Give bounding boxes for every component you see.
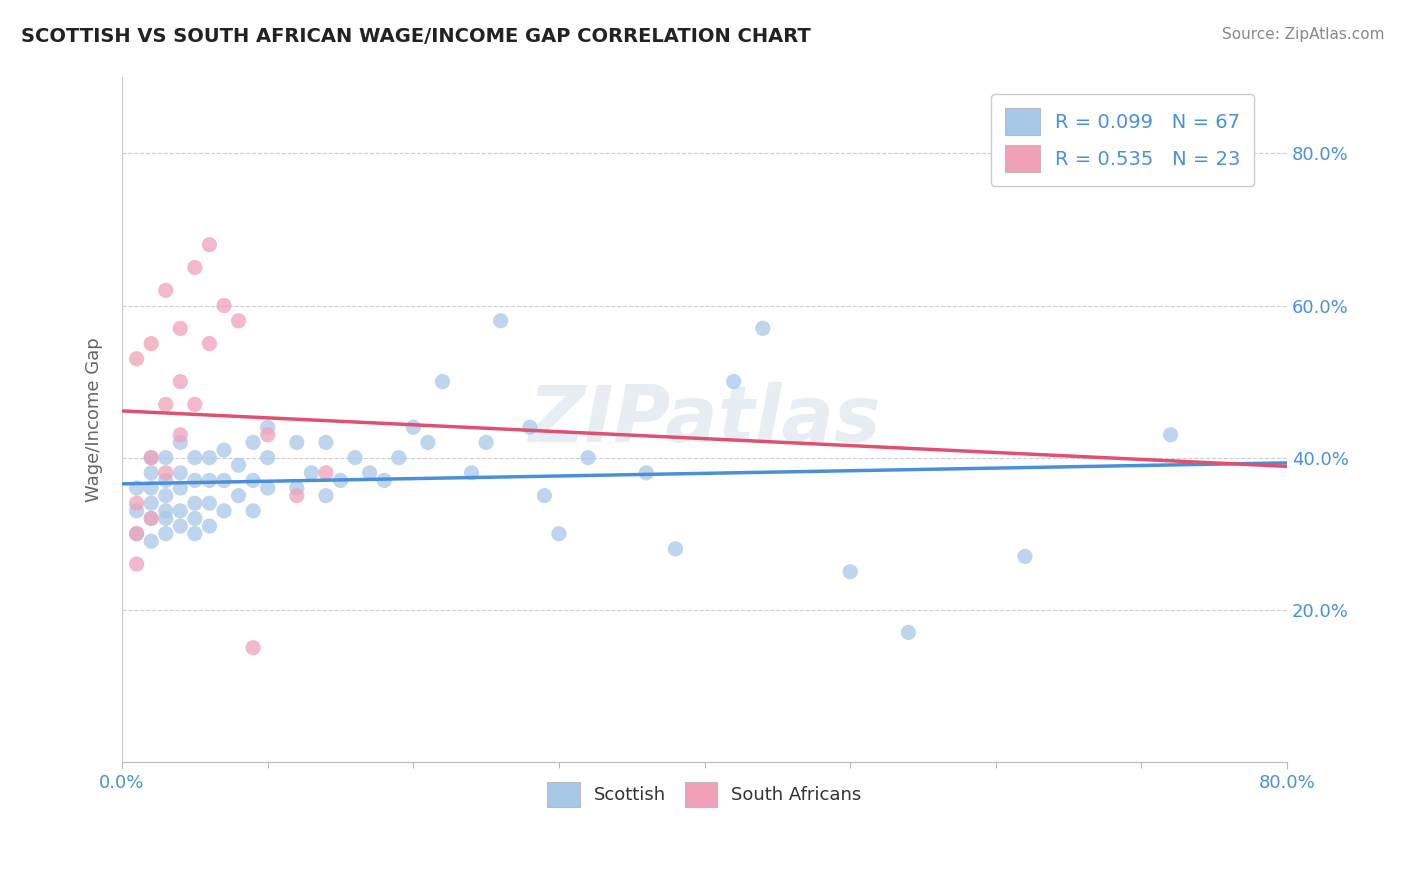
Point bbox=[198, 519, 221, 533]
Point bbox=[242, 504, 264, 518]
Point bbox=[155, 504, 177, 518]
Point bbox=[141, 466, 163, 480]
Point bbox=[329, 474, 352, 488]
Point bbox=[664, 541, 686, 556]
Point bbox=[285, 489, 308, 503]
Point bbox=[141, 481, 163, 495]
Point bbox=[489, 314, 512, 328]
Point bbox=[344, 450, 367, 465]
Point bbox=[315, 435, 337, 450]
Point bbox=[198, 496, 221, 510]
Y-axis label: Wage/Income Gap: Wage/Income Gap bbox=[86, 337, 103, 502]
Point bbox=[315, 466, 337, 480]
Point bbox=[752, 321, 775, 335]
Point bbox=[723, 375, 745, 389]
Point bbox=[141, 511, 163, 525]
Point bbox=[169, 504, 191, 518]
Point bbox=[533, 489, 555, 503]
Point bbox=[125, 557, 148, 571]
Point bbox=[212, 443, 235, 458]
Point bbox=[242, 474, 264, 488]
Point bbox=[242, 640, 264, 655]
Text: SCOTTISH VS SOUTH AFRICAN WAGE/INCOME GAP CORRELATION CHART: SCOTTISH VS SOUTH AFRICAN WAGE/INCOME GA… bbox=[21, 27, 811, 45]
Point bbox=[155, 474, 177, 488]
Point bbox=[373, 474, 395, 488]
Point bbox=[256, 427, 278, 442]
Point bbox=[299, 466, 322, 480]
Point bbox=[169, 427, 191, 442]
Point bbox=[141, 336, 163, 351]
Point bbox=[169, 375, 191, 389]
Point bbox=[1160, 427, 1182, 442]
Point bbox=[184, 474, 207, 488]
Point bbox=[125, 526, 148, 541]
Point bbox=[198, 474, 221, 488]
Text: ZIPatlas: ZIPatlas bbox=[529, 382, 880, 458]
Point bbox=[256, 420, 278, 434]
Text: Source: ZipAtlas.com: Source: ZipAtlas.com bbox=[1222, 27, 1385, 42]
Point bbox=[184, 511, 207, 525]
Point bbox=[184, 526, 207, 541]
Legend: Scottish, South Africans: Scottish, South Africans bbox=[540, 774, 869, 814]
Point bbox=[125, 504, 148, 518]
Point bbox=[184, 260, 207, 275]
Point bbox=[155, 450, 177, 465]
Point bbox=[198, 336, 221, 351]
Point bbox=[169, 435, 191, 450]
Point bbox=[125, 351, 148, 366]
Point bbox=[141, 496, 163, 510]
Point bbox=[169, 321, 191, 335]
Point bbox=[155, 283, 177, 297]
Point bbox=[576, 450, 599, 465]
Point bbox=[388, 450, 411, 465]
Point bbox=[169, 519, 191, 533]
Point bbox=[548, 526, 571, 541]
Point bbox=[212, 474, 235, 488]
Point bbox=[839, 565, 862, 579]
Point bbox=[141, 511, 163, 525]
Point bbox=[519, 420, 541, 434]
Point bbox=[228, 458, 250, 473]
Point bbox=[169, 481, 191, 495]
Point bbox=[242, 435, 264, 450]
Point bbox=[155, 466, 177, 480]
Point bbox=[897, 625, 920, 640]
Point bbox=[184, 450, 207, 465]
Point bbox=[125, 496, 148, 510]
Point bbox=[212, 504, 235, 518]
Point bbox=[155, 397, 177, 411]
Point bbox=[141, 450, 163, 465]
Point bbox=[636, 466, 658, 480]
Point bbox=[402, 420, 425, 434]
Point bbox=[125, 481, 148, 495]
Point bbox=[169, 466, 191, 480]
Point bbox=[1014, 549, 1036, 564]
Point bbox=[184, 496, 207, 510]
Point bbox=[155, 489, 177, 503]
Point bbox=[198, 237, 221, 252]
Point bbox=[256, 450, 278, 465]
Point bbox=[460, 466, 482, 480]
Point bbox=[155, 511, 177, 525]
Point bbox=[198, 450, 221, 465]
Point bbox=[228, 489, 250, 503]
Point bbox=[432, 375, 454, 389]
Point bbox=[125, 526, 148, 541]
Point bbox=[184, 397, 207, 411]
Point bbox=[228, 314, 250, 328]
Point bbox=[141, 450, 163, 465]
Point bbox=[285, 435, 308, 450]
Point bbox=[315, 489, 337, 503]
Point bbox=[256, 481, 278, 495]
Point bbox=[416, 435, 439, 450]
Point bbox=[155, 526, 177, 541]
Point bbox=[285, 481, 308, 495]
Point bbox=[359, 466, 381, 480]
Point bbox=[141, 534, 163, 549]
Point bbox=[475, 435, 498, 450]
Point bbox=[212, 299, 235, 313]
